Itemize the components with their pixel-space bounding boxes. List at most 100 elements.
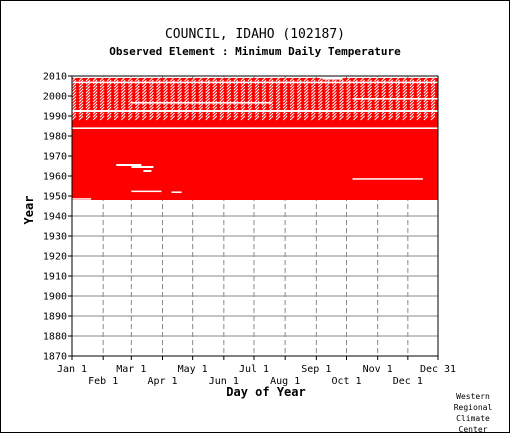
data-gap-streak [205, 94, 211, 100]
data-gap-streak [191, 112, 197, 118]
data-gap-streak [205, 97, 211, 103]
data-gap-streak [163, 82, 168, 88]
data-gap-streak [353, 106, 358, 112]
data-gap-streak [339, 103, 344, 109]
data-gap-streak [142, 76, 147, 82]
data-gap-streak [184, 109, 189, 115]
data-gap-streak [402, 97, 408, 103]
plot-border [71, 75, 439, 357]
data-gap-streak [360, 91, 365, 97]
data-gap-streak [191, 94, 197, 100]
x-tick-label: Oct 1 [331, 376, 361, 387]
data-gap-streak [156, 106, 161, 112]
data-gap-streak [374, 112, 380, 118]
data-gap-streak [261, 112, 267, 118]
data-gap-streak [402, 115, 408, 121]
data-gap-streak [275, 106, 281, 112]
data-gap-streak [268, 97, 274, 103]
data-gap-streak [226, 85, 232, 91]
data-gap-streak [416, 76, 422, 82]
data-gap-streak [303, 112, 309, 118]
data-gap-streak [332, 103, 337, 109]
data-gap-streak [275, 76, 281, 82]
data-gap-streak [219, 79, 225, 85]
x-tick-label: Jan 1 [57, 364, 87, 375]
data-gap-streak [367, 103, 372, 109]
data-gap-streak [430, 103, 436, 109]
data-gap-streak [170, 85, 175, 91]
data-gap-streak [402, 88, 408, 94]
data-gap-streak [92, 82, 98, 88]
data-gap-streak [142, 79, 147, 85]
data-gap-streak [184, 88, 189, 94]
data-gap-streak [416, 82, 422, 88]
data-gap-streak [423, 85, 429, 91]
data-gap-streak [78, 115, 84, 121]
data-gap-streak [212, 85, 218, 91]
data-gap-streak [296, 103, 302, 109]
data-gap-streak [388, 85, 394, 91]
data-gap [131, 190, 162, 193]
data-gap-streak [233, 76, 239, 82]
data-gap-streak [71, 85, 77, 91]
data-gap-streak [388, 91, 394, 97]
data-gap-streak [212, 112, 218, 118]
data-gap-streak [156, 103, 161, 109]
data-gap-streak [296, 82, 302, 88]
data-gap-streak [205, 76, 211, 82]
data-gap-streak [381, 103, 387, 109]
data-gap-streak [156, 85, 161, 91]
data-gap-streak [177, 94, 182, 100]
data-gap-streak [92, 94, 98, 100]
data-gap-streak [184, 91, 189, 97]
data-gap-streak [254, 97, 260, 103]
data-gap-streak [303, 85, 309, 91]
data-gap-streak [261, 79, 267, 85]
data-gap-streak [289, 106, 295, 112]
data-gap [131, 102, 273, 104]
data-gap-streak [226, 112, 232, 118]
data-gap-streak [296, 100, 302, 106]
data-gap-streak [381, 109, 387, 115]
data-gap-streak [360, 97, 365, 103]
data-gap-streak [360, 106, 365, 112]
data-gap-streak [156, 82, 161, 88]
data-gap-streak [191, 103, 197, 109]
data-gap-streak [353, 109, 358, 115]
data-gap-streak [142, 112, 147, 118]
data-gap-streak [325, 91, 330, 97]
data-gap-streak [142, 97, 147, 103]
data-gap-streak [339, 94, 344, 100]
y-tick-label: 1960 [43, 172, 67, 183]
data-gap-streak [233, 115, 239, 121]
data-gap-streak [353, 97, 358, 103]
data-gap-streak [99, 94, 105, 100]
data-gap-streak [233, 97, 239, 103]
data-gap-streak [240, 97, 246, 103]
data-gap-streak [92, 103, 98, 109]
data-gap-streak [170, 97, 175, 103]
data-gap-streak [99, 100, 105, 106]
data-gap-streak [134, 103, 140, 109]
data-gap-streak [430, 106, 436, 112]
data-gap-streak [142, 85, 147, 91]
data-gap-streak [275, 88, 281, 94]
data-gap-streak [219, 88, 225, 94]
data-gap-streak [99, 115, 105, 121]
data-gap-streak [275, 82, 281, 88]
data-gap-streak [106, 112, 112, 118]
data-gap [171, 191, 182, 193]
data-gap-streak [212, 91, 218, 97]
data-gap-streak [113, 94, 119, 100]
data-gap-streak [346, 106, 351, 112]
data-gap-streak [198, 91, 204, 97]
data-gap-streak [282, 85, 288, 91]
data-gap-streak [163, 91, 168, 97]
data-gap-streak [268, 109, 274, 115]
x-tick-label: Nov 1 [363, 364, 393, 375]
data-gap-streak [402, 85, 408, 91]
data-gap-streak [99, 97, 105, 103]
y-tick-label: 1990 [43, 112, 67, 123]
data-gap-streak [367, 82, 372, 88]
